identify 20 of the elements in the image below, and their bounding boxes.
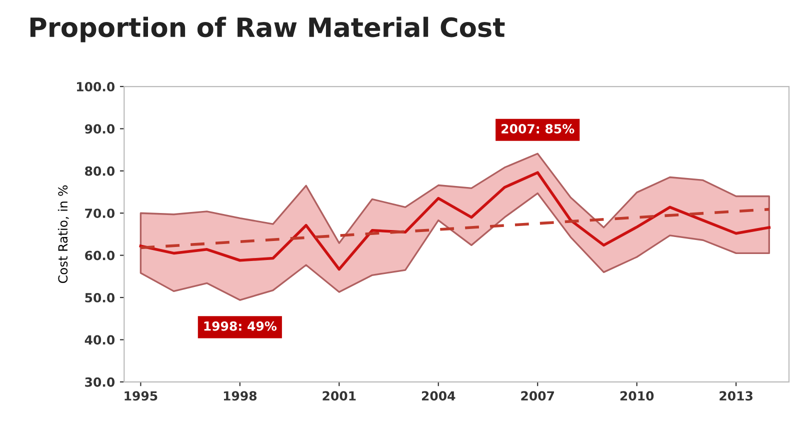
- x-tick-label: 2013: [720, 391, 752, 401]
- y-tick-label: 80.0: [85, 166, 115, 176]
- y-tick-label: 70.0: [85, 208, 115, 218]
- y-tick-label: 40.0: [84, 335, 115, 345]
- x-tick-label: 2007: [521, 391, 554, 401]
- x-tick-label: 1998: [224, 391, 257, 401]
- y-axis-title: Cost Ratio, in %: [58, 185, 69, 284]
- x-tick-label: 2001: [322, 391, 356, 401]
- line-series: [139, 171, 771, 271]
- y-tick-label: 60.0: [85, 250, 115, 260]
- y-tick-label: 30.0: [85, 377, 115, 387]
- x-tick-label: 2004: [422, 391, 456, 401]
- y-tick-label: 50.0: [85, 292, 115, 302]
- annotation: 1998: 49%: [204, 321, 277, 331]
- chart-title: Proportion of Raw Material Cost: [30, 16, 505, 42]
- annotation: 2007: 85%: [502, 124, 574, 134]
- y-tick-label: 100.0: [77, 82, 115, 92]
- x-tick-label: 2010: [620, 391, 654, 401]
- x-tick-label: 1995: [124, 391, 158, 401]
- y-tick-label: 90.0: [84, 124, 115, 134]
